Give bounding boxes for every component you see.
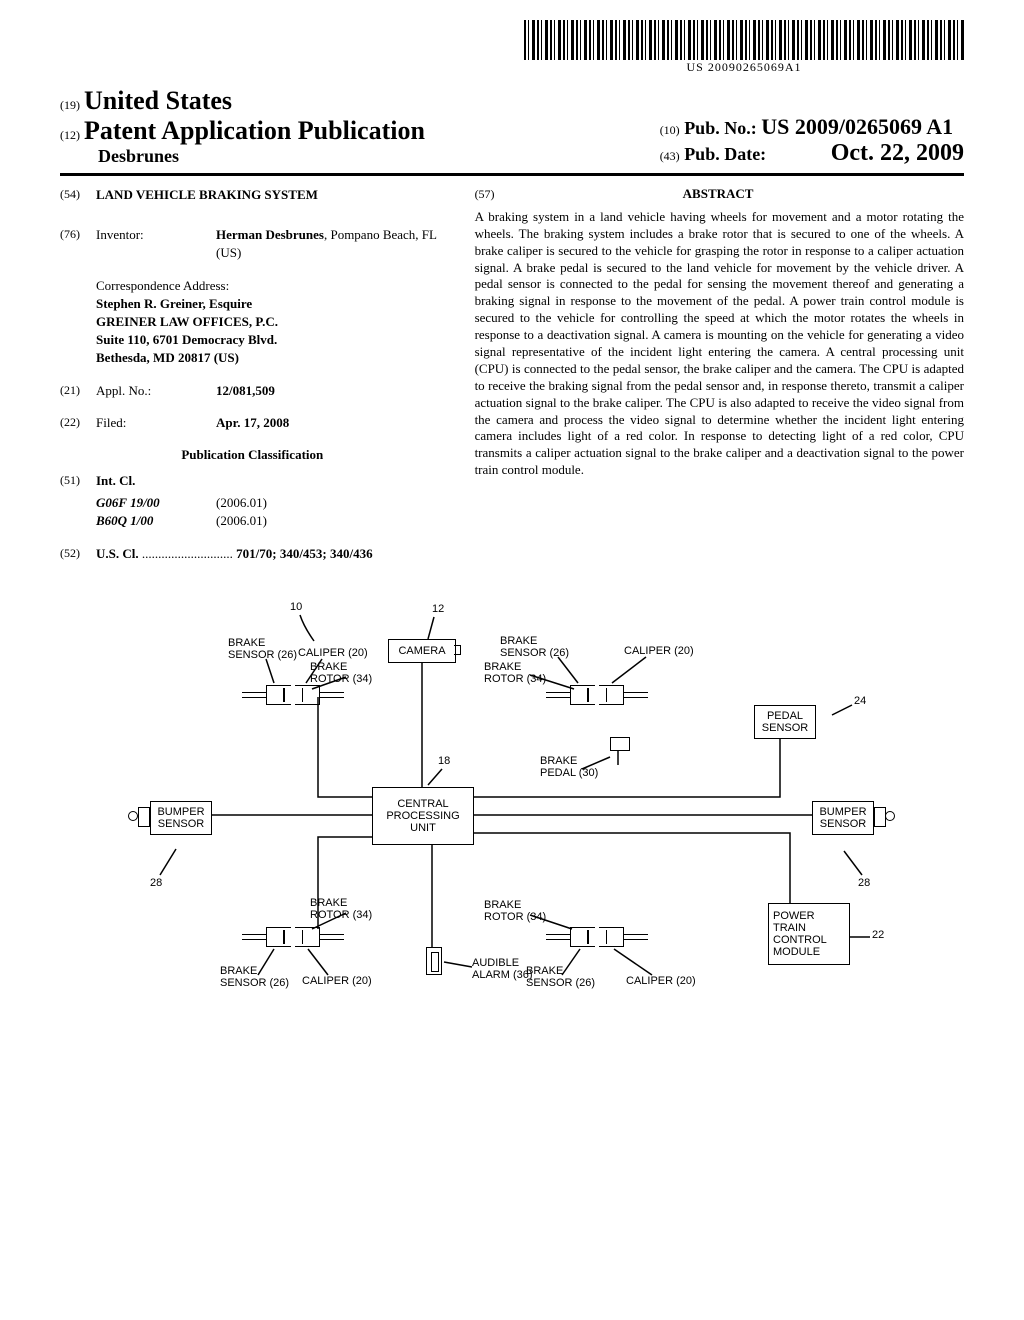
diagram: 10 12 18 22 24 28 28 CAMERA CENTRAL PROC… [132,597,892,1017]
num-10: (10) [660,123,680,137]
appl-no-label: Appl. No.: [96,382,216,400]
rotor-tl: BRAKE ROTOR (34) [310,661,372,685]
num-12: (12) [60,128,80,142]
num-76: (76) [60,226,96,262]
ref-12: 12 [432,603,444,615]
ref-24: 24 [854,695,866,707]
barcode-bars [524,20,964,60]
patent-title: LAND VEHICLE BRAKING SYSTEM [96,186,445,204]
filed-label: Filed: [96,414,216,432]
abstract-text: A braking system in a land vehicle havin… [475,209,964,479]
inventor-label: Inventor: [96,226,216,262]
rotor-bl: BRAKE ROTOR (34) [310,897,372,921]
author-name: Desbrunes [98,146,425,167]
alarm-icon [426,947,442,975]
brake-sensor-br: BRAKE SENSOR (26) [526,965,595,989]
wheel-bl [266,927,320,947]
wheel-tl [266,685,320,705]
camera-box: CAMERA [388,639,456,663]
bumper-sensor-right: BUMPER SENSOR [812,801,874,835]
caliper-bl: CALIPER (20) [302,975,372,987]
pub-date: Oct. 22, 2009 [831,140,964,166]
camera-lens-icon [454,645,461,655]
rotor-tr: BRAKE ROTOR (34) [484,661,546,685]
pub-type: Patent Application Publication [84,116,425,145]
int-cl-2: B60Q 1/00 [96,512,216,530]
correspondence-label: Correspondence Address: [96,277,445,295]
pub-no-label: Pub. No.: [684,118,757,138]
brake-sensor-tr: BRAKE SENSOR (26) [500,635,569,659]
correspondence-1: Stephen R. Greiner, Esquire [96,295,445,313]
ref-28-right: 28 [858,877,870,889]
pub-class-title: Publication Classification [60,446,445,464]
correspondence-2: GREINER LAW OFFICES, P.C. [96,313,445,331]
bumper-right-knob-icon [885,811,895,821]
wheel-tr [570,685,624,705]
ref-10: 10 [290,601,302,613]
brake-sensor-bl: BRAKE SENSOR (26) [220,965,289,989]
power-train-box: POWER TRAIN CONTROL MODULE [768,903,850,965]
ref-18: 18 [438,755,450,767]
num-54: (54) [60,186,96,204]
appl-no: 12/081,509 [216,382,445,400]
caliper-br: CALIPER (20) [626,975,696,987]
num-19: (19) [60,98,80,112]
caliper-tl: CALIPER (20) [298,647,368,659]
country: United States [84,86,232,115]
bumper-left-knob-icon [128,811,138,821]
us-cl: U.S. Cl. ............................ 70… [96,545,373,563]
brake-sensor-tl: BRAKE SENSOR (26) [228,637,297,661]
cpu-box: CENTRAL PROCESSING UNIT [372,787,474,845]
barcode-area: US 20090265069A1 [60,20,964,76]
inventor-name: Herman Desbrunes, Pompano Beach, FL (US) [216,226,445,262]
int-cl-1: G06F 19/00 [96,494,216,512]
int-cl-2-date: (2006.01) [216,512,267,530]
pedal-sensor-box: PEDAL SENSOR [754,705,816,739]
num-21: (21) [60,382,96,400]
barcode-text: US 20090265069A1 [524,60,964,75]
num-57: (57) [475,187,495,201]
bumper-left-icon [138,807,150,827]
int-cl-label: Int. Cl. [96,472,445,490]
correspondence-3: Suite 110, 6701 Democracy Blvd. [96,331,445,349]
rotor-br: BRAKE ROTOR (34) [484,899,546,923]
filed-date: Apr. 17, 2008 [216,414,445,432]
pub-date-label: Pub. Date: [684,144,766,164]
int-cl-1-date: (2006.01) [216,494,267,512]
abstract-title: ABSTRACT [498,186,938,203]
ref-28-left: 28 [150,877,162,889]
wheel-br [570,927,624,947]
correspondence-4: Bethesda, MD 20817 (US) [96,349,445,367]
num-22: (22) [60,414,96,432]
num-51: (51) [60,472,96,490]
caliper-tr: CALIPER (20) [624,645,694,657]
num-43: (43) [660,149,680,163]
pub-no: US 2009/0265069 A1 [761,114,953,139]
audible-alarm-label: AUDIBLE ALARM (36) [472,957,533,981]
num-52: (52) [60,545,96,563]
brake-pedal-box [610,737,630,751]
divider [60,173,964,176]
bumper-sensor-left: BUMPER SENSOR [150,801,212,835]
brake-pedal-label: BRAKE PEDAL (30) [540,755,598,779]
ref-22: 22 [872,929,884,941]
